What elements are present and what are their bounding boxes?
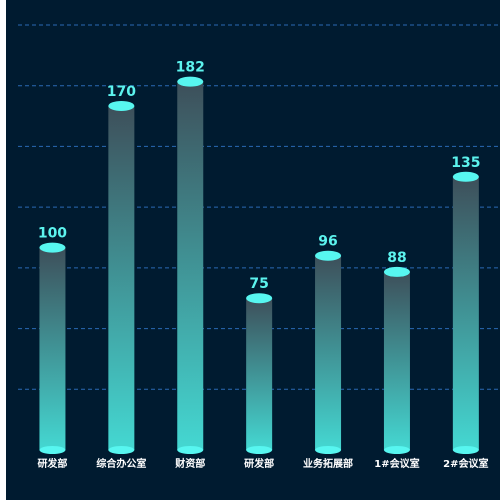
bar-bottom-cap (39, 446, 66, 454)
data-label: 182 (176, 60, 205, 76)
bar (383, 266, 410, 454)
value-labels: 100 170 182 75 96 88 135 (38, 60, 481, 293)
bar-top-cap (177, 76, 204, 87)
bar-body (246, 298, 273, 450)
bar-body (315, 255, 342, 450)
bar-bottom-cap (108, 446, 135, 454)
data-label: 96 (318, 234, 337, 250)
bar (108, 100, 135, 454)
x-tick-label: 2#会议室 (443, 457, 488, 470)
bar-body (177, 81, 204, 451)
bar (39, 242, 66, 454)
bar-top-cap (108, 100, 135, 111)
bar-top-cap (383, 266, 410, 277)
bar-body (383, 271, 410, 450)
bar-bottom-cap (315, 446, 342, 454)
bar (177, 76, 204, 454)
x-axis-labels: 研发部 综合办公室 财资部 研发部 业务拓展部 1#会议室 2#会议室 (37, 457, 488, 470)
bar-top-cap (315, 250, 342, 261)
bar-bottom-cap (177, 446, 204, 454)
x-tick-label: 研发部 (244, 457, 274, 470)
bar-top-cap (246, 293, 273, 304)
bar (246, 293, 273, 454)
bar-body (452, 176, 479, 451)
bar-top-cap (39, 242, 66, 253)
bar (452, 171, 479, 454)
bar-bottom-cap (246, 446, 273, 454)
x-tick-label: 综合办公室 (96, 457, 146, 470)
x-tick-label: 财资部 (174, 457, 205, 470)
bar-top-cap (452, 171, 479, 182)
bars (39, 76, 479, 454)
x-tick-label: 1#会议室 (374, 457, 419, 470)
data-label: 135 (451, 155, 480, 171)
data-label: 170 (107, 84, 136, 100)
bar-body (108, 105, 135, 450)
bar (315, 250, 342, 454)
data-label: 88 (387, 250, 406, 266)
bar-bottom-cap (452, 446, 479, 454)
x-tick-label: 业务拓展部 (303, 457, 353, 470)
x-tick-label: 研发部 (37, 457, 67, 470)
data-label: 75 (249, 276, 268, 292)
bar-bottom-cap (383, 446, 410, 454)
bar-body (39, 247, 66, 450)
data-label: 100 (38, 226, 67, 242)
